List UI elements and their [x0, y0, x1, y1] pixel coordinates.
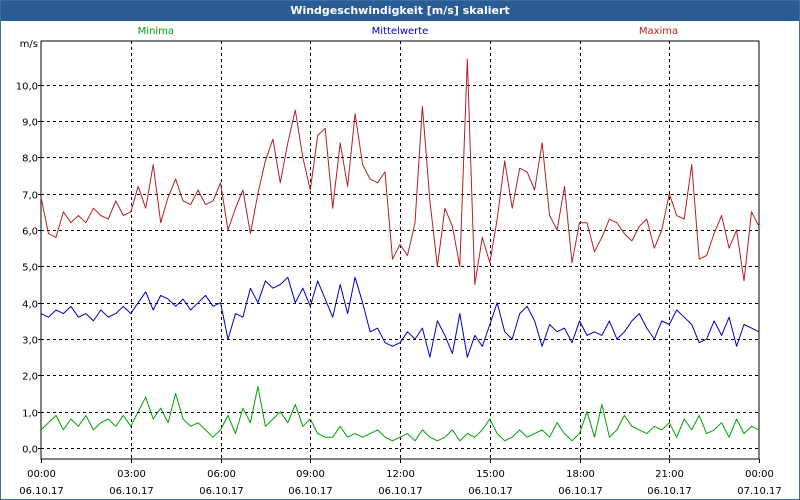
x-tick-date: 06.10.17	[199, 486, 244, 497]
y-tick-label: 7,0	[22, 191, 38, 202]
series-line-maxima	[40, 58, 760, 285]
y-tick-label: 1,0	[22, 409, 38, 420]
x-tick-date: 06.10.17	[19, 486, 64, 497]
y-tick-label: 4,0	[22, 300, 38, 311]
y-tick-label: 0,0	[22, 445, 38, 456]
series-line-mittelwerte	[40, 276, 760, 358]
window-title: Windgeschwindigkeit [m/s] skaliert	[1, 1, 799, 21]
x-tick-time: 00:00	[27, 469, 56, 480]
legend-maxima: Maxima	[639, 26, 678, 37]
x-tick-time: 03:00	[117, 469, 146, 480]
x-tick-time: 18:00	[566, 469, 595, 480]
x-tick-date: 06.10.17	[558, 486, 603, 497]
x-tick-date: 06.10.17	[468, 486, 513, 497]
x-tick-date: 06.10.17	[288, 486, 333, 497]
y-tick-label: 8,0	[22, 154, 38, 165]
y-tick-label: 9,0	[22, 118, 38, 129]
legend-minima: Minima	[138, 26, 174, 37]
y-tick-label: 3,0	[22, 336, 38, 347]
y-tick-label: 10,0	[16, 82, 38, 93]
series-line-minima	[40, 385, 760, 442]
x-tick-time: 21:00	[655, 469, 684, 480]
x-tick-time: 00:00	[745, 469, 774, 480]
x-tick-date: 07.10.17	[737, 486, 782, 497]
y-tick-label: 2,0	[22, 372, 38, 383]
x-tick-time: 15:00	[476, 469, 505, 480]
y-tick-label: 6,0	[22, 227, 38, 238]
y-tick-label: 5,0	[22, 263, 38, 274]
x-tick-time: 12:00	[386, 469, 415, 480]
x-tick-date: 06.10.17	[378, 486, 423, 497]
y-axis-label: m/s	[20, 39, 38, 50]
x-tick-time: 06:00	[207, 469, 236, 480]
x-tick-date: 06.10.17	[109, 486, 154, 497]
x-tick-time: 09:00	[296, 469, 325, 480]
legend-mittelwerte: Mittelwerte	[372, 26, 429, 37]
x-tick-date: 06.10.17	[647, 486, 692, 497]
